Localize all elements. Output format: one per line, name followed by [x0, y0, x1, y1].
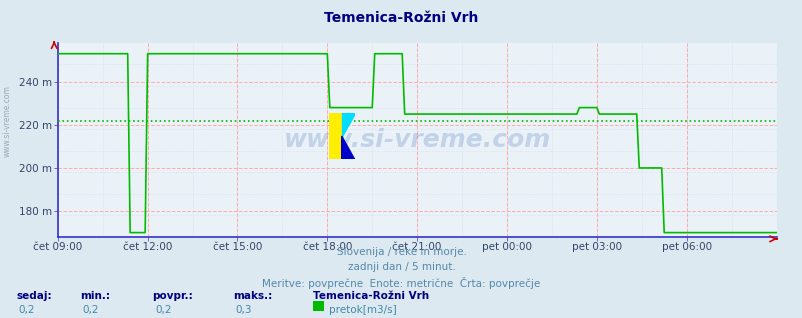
Text: 0,2: 0,2 [18, 305, 35, 315]
Text: pretok[m3/s]: pretok[m3/s] [329, 305, 396, 315]
Text: povpr.:: povpr.: [152, 291, 193, 301]
Text: sedaj:: sedaj: [16, 291, 51, 301]
Text: www.si-vreme.com: www.si-vreme.com [2, 85, 12, 157]
Text: min.:: min.: [80, 291, 110, 301]
Text: 0,2: 0,2 [83, 305, 99, 315]
Text: 0,3: 0,3 [235, 305, 252, 315]
Polygon shape [342, 113, 354, 136]
Text: 0,2: 0,2 [155, 305, 172, 315]
Text: Temenica-Rožni Vrh: Temenica-Rožni Vrh [313, 291, 429, 301]
Text: Meritve: povprečne  Enote: metrične  Črta: povprečje: Meritve: povprečne Enote: metrične Črta:… [262, 277, 540, 289]
Text: maks.:: maks.: [233, 291, 272, 301]
Polygon shape [328, 113, 342, 159]
Text: zadnji dan / 5 minut.: zadnji dan / 5 minut. [347, 262, 455, 272]
Text: Temenica-Rožni Vrh: Temenica-Rožni Vrh [324, 11, 478, 25]
Text: www.si-vreme.com: www.si-vreme.com [283, 128, 550, 152]
Polygon shape [342, 136, 354, 159]
Text: Slovenija / reke in morje.: Slovenija / reke in morje. [336, 247, 466, 257]
